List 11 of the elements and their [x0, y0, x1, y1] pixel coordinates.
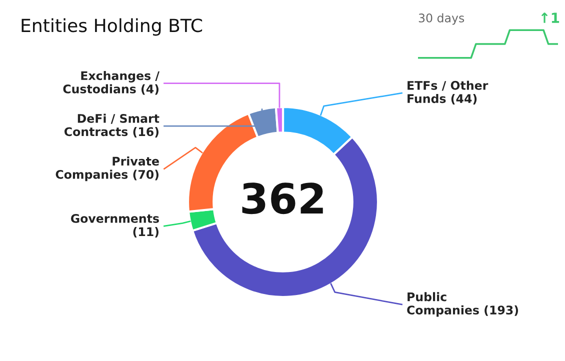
chart-title: Entities Holding BTC [22, 18, 202, 36]
slice-label: Public Companies (193) [407, 292, 518, 317]
slice-label: Private Companies (70) [56, 156, 159, 182]
slice-label: DeFi / Smart Contracts (16) [64, 114, 160, 138]
slice-label: Governments [70, 214, 159, 223]
text: 362 [242, 182, 323, 214]
chart-title: 30 days [418, 13, 464, 25]
slice-label: Exchanges / Custodians (4) [63, 70, 160, 95]
data-label: (11) [133, 227, 158, 238]
text: ↑1 [541, 12, 560, 23]
slice-label: ETFs / Other Funds (44) [408, 80, 488, 104]
